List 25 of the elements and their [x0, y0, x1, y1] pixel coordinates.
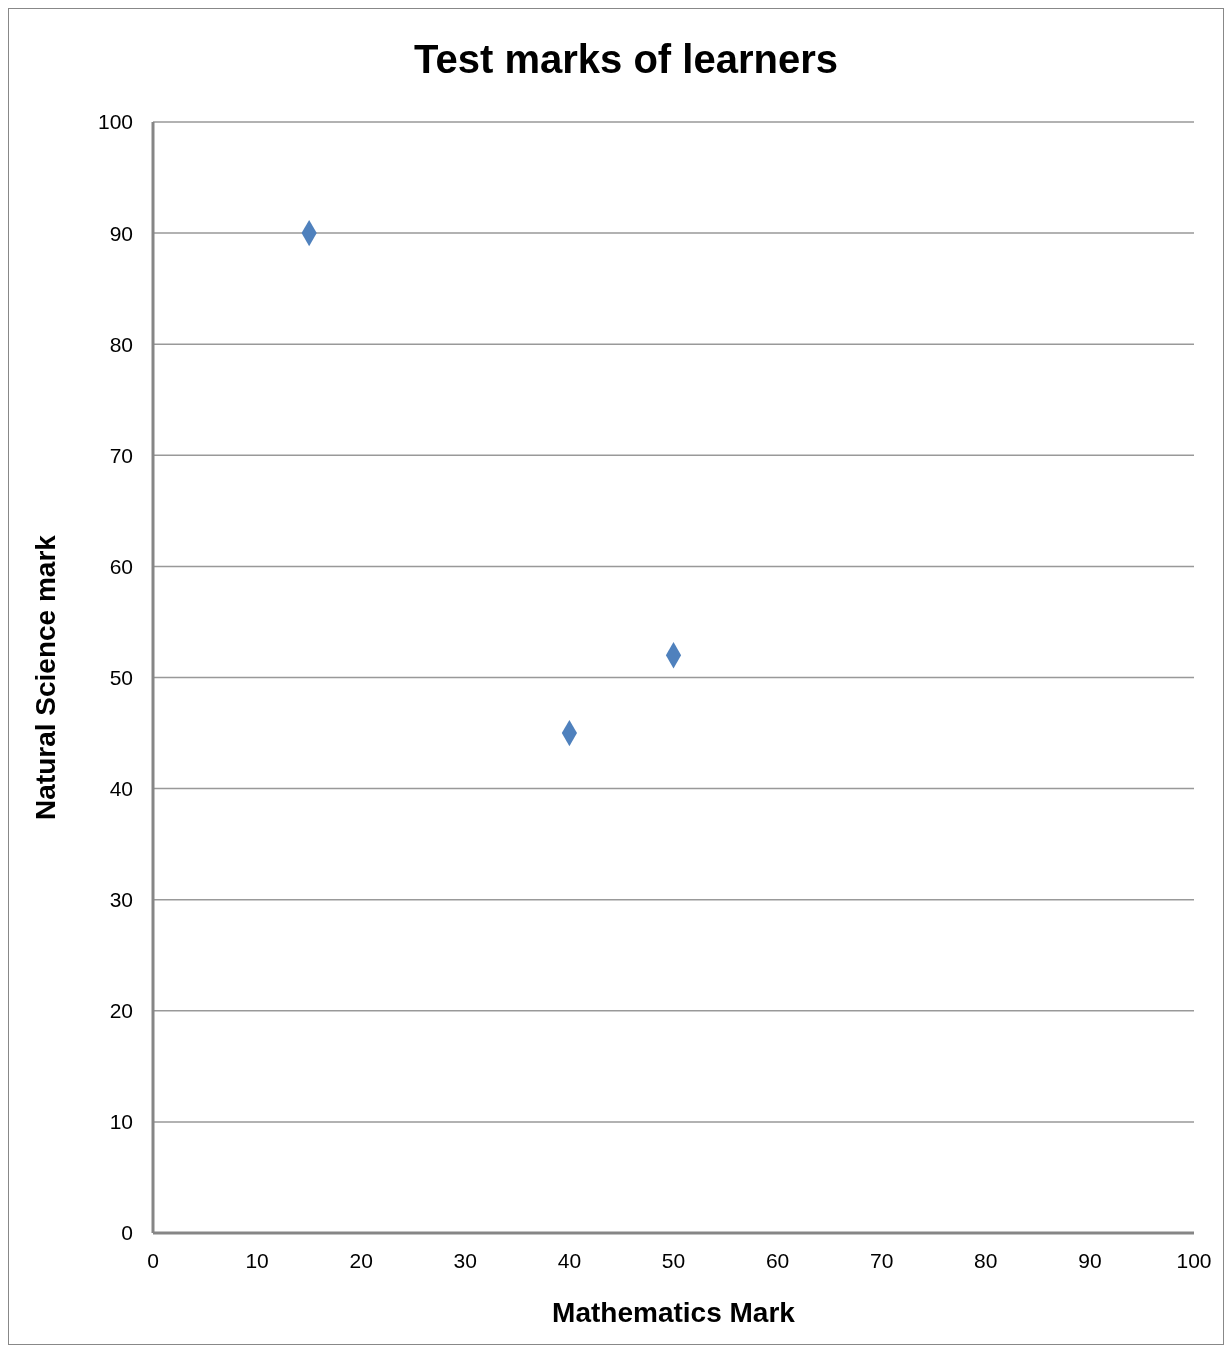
- x-axis-title: Mathematics Mark: [552, 1297, 796, 1328]
- x-tick-label: 0: [147, 1248, 159, 1272]
- x-tick-label: 50: [661, 1248, 686, 1272]
- x-tick-label: 80: [974, 1248, 998, 1272]
- y-tick-label: 50: [109, 665, 133, 689]
- y-tick-label: 80: [109, 332, 133, 356]
- x-tick-label: 40: [557, 1248, 582, 1272]
- x-tick-label: 100: [1176, 1248, 1212, 1272]
- x-tick-label: 60: [765, 1248, 790, 1272]
- y-tick-label: 100: [97, 110, 133, 134]
- y-tick-label: 70: [109, 443, 133, 467]
- chart-title: Test marks of learners: [414, 37, 838, 81]
- x-tick-label: 10: [245, 1248, 269, 1272]
- x-tick-label: 20: [349, 1248, 373, 1272]
- y-tick-label: 10: [109, 1110, 133, 1134]
- x-tick-label: 70: [870, 1248, 894, 1272]
- y-tick-label: 60: [109, 554, 133, 578]
- y-tick-label: 0: [121, 1221, 133, 1245]
- y-tick-label: 40: [109, 777, 133, 801]
- y-tick-label: 20: [109, 999, 133, 1023]
- y-tick-label: 90: [109, 221, 133, 245]
- y-tick-label: 30: [109, 888, 133, 912]
- x-tick-label: 90: [1078, 1248, 1102, 1272]
- y-axis-title: Natural Science mark: [29, 534, 61, 820]
- x-tick-label: 30: [453, 1248, 477, 1272]
